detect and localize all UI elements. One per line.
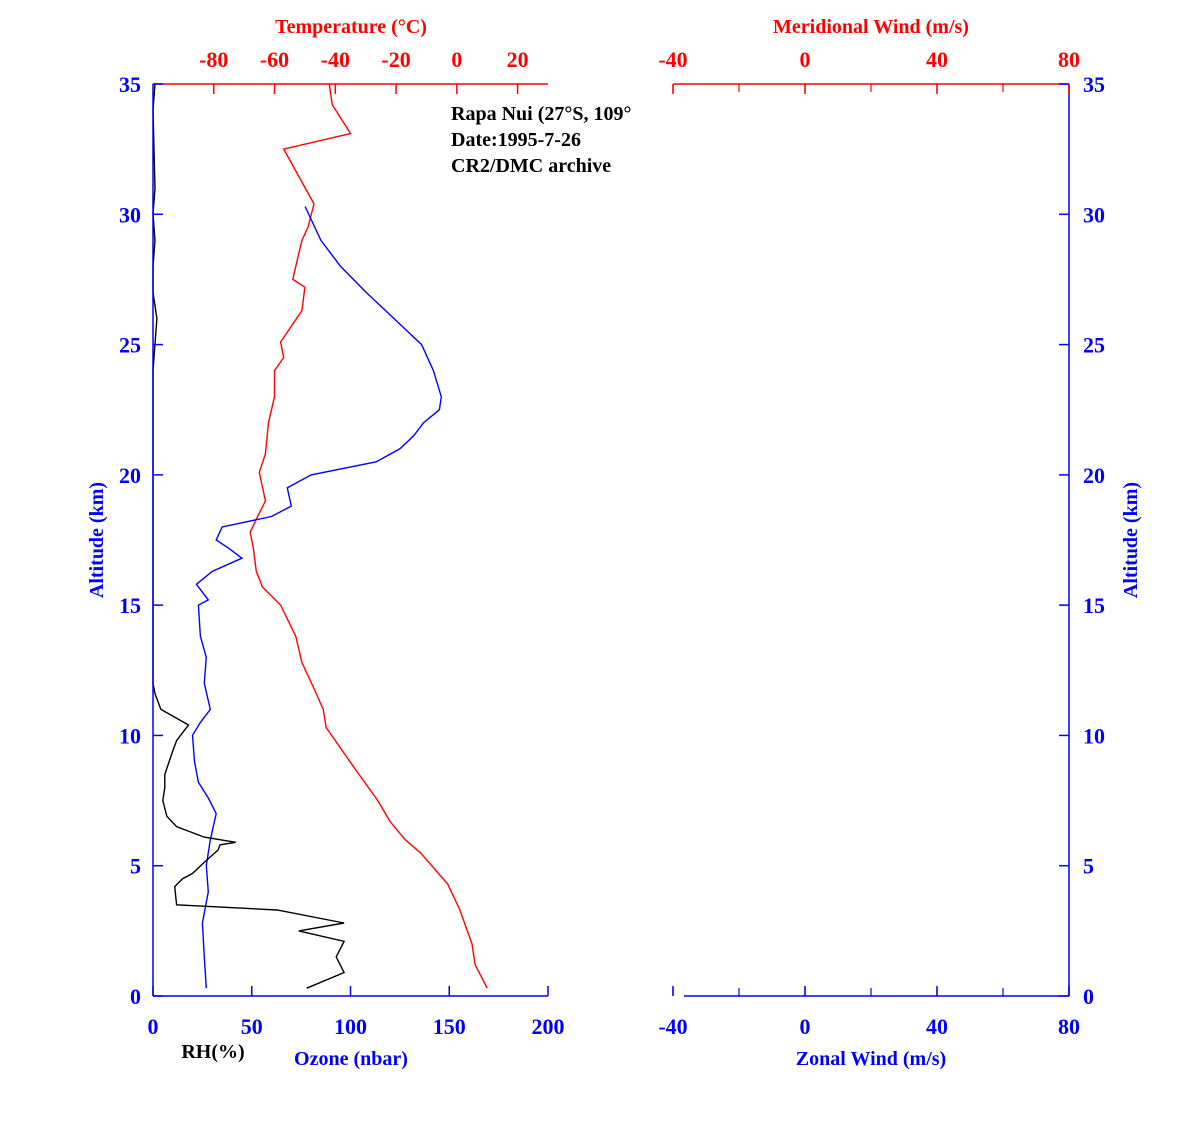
right-bottom-ticks: -40 0 40 80 [658,986,1080,1039]
left-altitude-axis-label: Altitude (km) [86,482,108,598]
y-tick-label: 25 [1083,333,1105,358]
x-tick-label: -40 [658,1014,687,1039]
relative_humidity-line [152,83,346,989]
left-bottom-ticks: 0 50 100 150 200 [148,986,565,1039]
x-tick-label: -20 [381,47,410,72]
annotation-date: Date:1995-7-26 [451,129,581,151]
x-tick-label: 200 [532,1014,565,1039]
x-tick-label: -40 [321,47,350,72]
y-tick-label: 15 [1083,593,1105,618]
x-tick-label: 20 [507,47,529,72]
y-tick-label: 25 [119,333,141,358]
x-tick-label: 40 [926,1014,948,1039]
right-altitude-axis-label: Altitude (km) [1120,482,1142,598]
left-y-ticks: 0 5 10 15 20 25 30 35 [119,72,163,1009]
zonal-wind-axis-label: Zonal Wind (m/s) [796,1048,946,1070]
annotation-station: Rapa Nui (27°S, 109° [451,103,631,125]
x-tick-label: -60 [260,47,289,72]
meridional-wind-axis-label: Meridional Wind (m/s) [773,16,969,38]
y-tick-label: 15 [119,593,141,618]
x-tick-label: 150 [433,1014,466,1039]
temperature-axis-label: Temperature (°C) [275,16,427,38]
x-tick-label: -40 [658,47,687,72]
y-tick-label: 10 [1083,723,1105,748]
x-tick-label: 0 [148,1014,159,1039]
y-tick-label: 5 [130,854,141,879]
y-tick-label: 35 [119,72,141,97]
y-tick-label: 30 [1083,202,1105,227]
x-tick-label: 40 [926,47,948,72]
y-tick-label: 10 [119,723,141,748]
ozone-axis-label: Ozone (nbar) [294,1048,408,1070]
y-tick-label: 20 [119,463,141,488]
right-panel: 0 5 10 15 20 25 30 35 -40 0 40 80 -40 0 40 80 Meridio… [658,16,1142,1070]
x-tick-label: 50 [241,1014,263,1039]
ozone-line [191,206,443,989]
rh-axis-label: RH(%) [181,1041,244,1063]
y-tick-label: 30 [119,202,141,227]
x-tick-label: 80 [1058,47,1080,72]
right-top-ticks: -40 0 40 80 [658,47,1080,94]
x-tick-label: 0 [451,47,462,72]
x-tick-label: 0 [800,47,811,72]
x-tick-label: 0 [800,1014,811,1039]
x-tick-label: 80 [1058,1014,1080,1039]
y-tick-label: 20 [1083,463,1105,488]
left-series-group [152,83,488,989]
y-tick-label: 5 [1083,854,1094,879]
y-tick-label: 35 [1083,72,1105,97]
x-tick-label: -80 [199,47,228,72]
right-y-ticks: 0 5 10 15 20 25 30 35 [1059,72,1105,1009]
left-top-ticks: -80 -60 -40 -20 0 20 [199,47,529,94]
annotation-archive: CR2/DMC archive [451,155,611,177]
x-tick-label: 100 [334,1014,367,1039]
y-tick-label: 0 [130,984,141,1009]
y-tick-label: 0 [1083,984,1094,1009]
temperature-line [249,83,488,989]
